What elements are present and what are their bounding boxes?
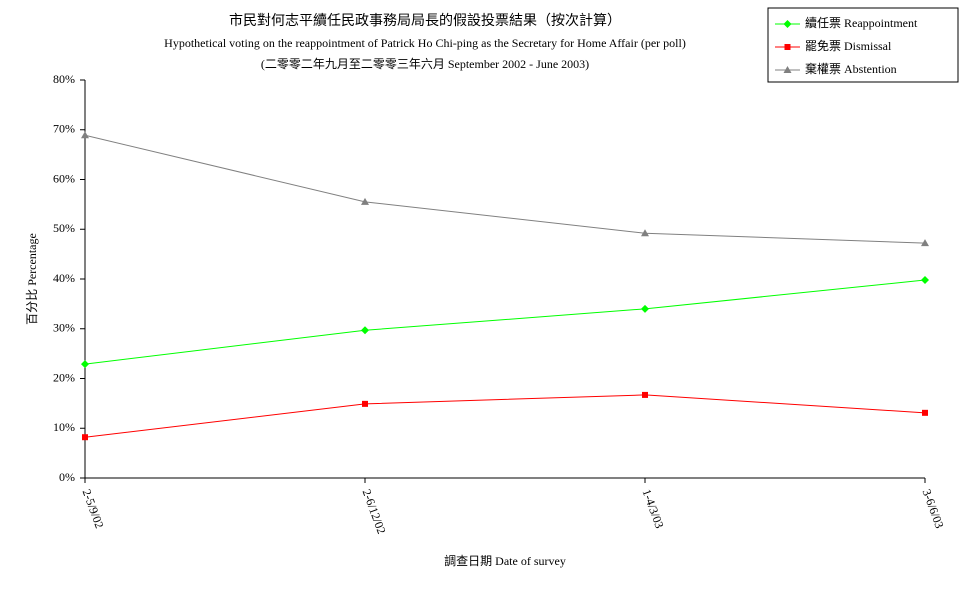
x-axis-label: 調查日期 Date of survey <box>444 554 566 568</box>
marker <box>81 360 89 369</box>
y-tick-label: 10% <box>53 420 75 434</box>
chart-subtitle: (二零零二年九月至二零零三年六月 September 2002 - June 2… <box>261 57 589 71</box>
legend-label: 續任票 Reappointment <box>805 15 918 30</box>
y-tick-label: 20% <box>53 370 75 384</box>
marker <box>784 44 791 50</box>
marker <box>783 66 792 73</box>
marker <box>922 409 928 416</box>
marker <box>783 20 792 28</box>
legend-box <box>767 7 959 83</box>
y-tick-label: 70% <box>53 122 75 136</box>
marker <box>362 400 368 407</box>
y-tick-label: 80% <box>53 72 75 86</box>
marker <box>642 391 648 398</box>
marker <box>921 239 929 247</box>
chart-subtitle: Hypothetical voting on the reappointment… <box>164 36 686 50</box>
chart-title: 市民對何志平續任民政事務局局長的假設投票結果（按次計算） <box>229 12 621 29</box>
x-tick-label: 1-4/3/03 <box>640 487 667 530</box>
y-tick-label: 40% <box>53 271 75 285</box>
series-line <box>84 279 926 365</box>
y-axis-label: 百分比 Percentage <box>25 233 39 325</box>
y-tick-label: 30% <box>53 321 75 335</box>
y-tick-label: 50% <box>53 221 75 235</box>
marker <box>81 131 89 139</box>
y-tick-label: 0% <box>59 470 75 484</box>
x-tick-label: 3-6/6/03 <box>920 487 947 530</box>
marker <box>921 275 929 284</box>
series-line <box>84 134 926 244</box>
marker <box>641 304 649 313</box>
series-line <box>84 394 926 438</box>
marker <box>361 197 369 205</box>
marker <box>641 229 649 237</box>
x-tick-label: 2-5/9/02 <box>80 487 107 530</box>
marker <box>361 326 369 335</box>
x-tick-label: 2-6/12/02 <box>360 487 389 536</box>
y-tick-label: 60% <box>53 171 75 185</box>
legend-label: 罷免票 Dismissal <box>805 38 892 53</box>
marker <box>82 434 88 441</box>
legend-label: 棄權票 Abstention <box>805 61 897 76</box>
